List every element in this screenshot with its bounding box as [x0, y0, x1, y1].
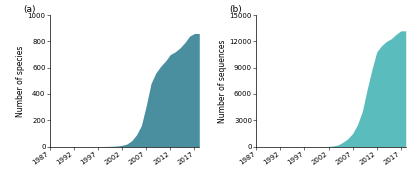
- Text: (a): (a): [23, 5, 35, 14]
- Text: (b): (b): [229, 5, 241, 14]
- Y-axis label: Number of sequences: Number of sequences: [217, 39, 226, 123]
- Y-axis label: Number of species: Number of species: [16, 45, 25, 117]
